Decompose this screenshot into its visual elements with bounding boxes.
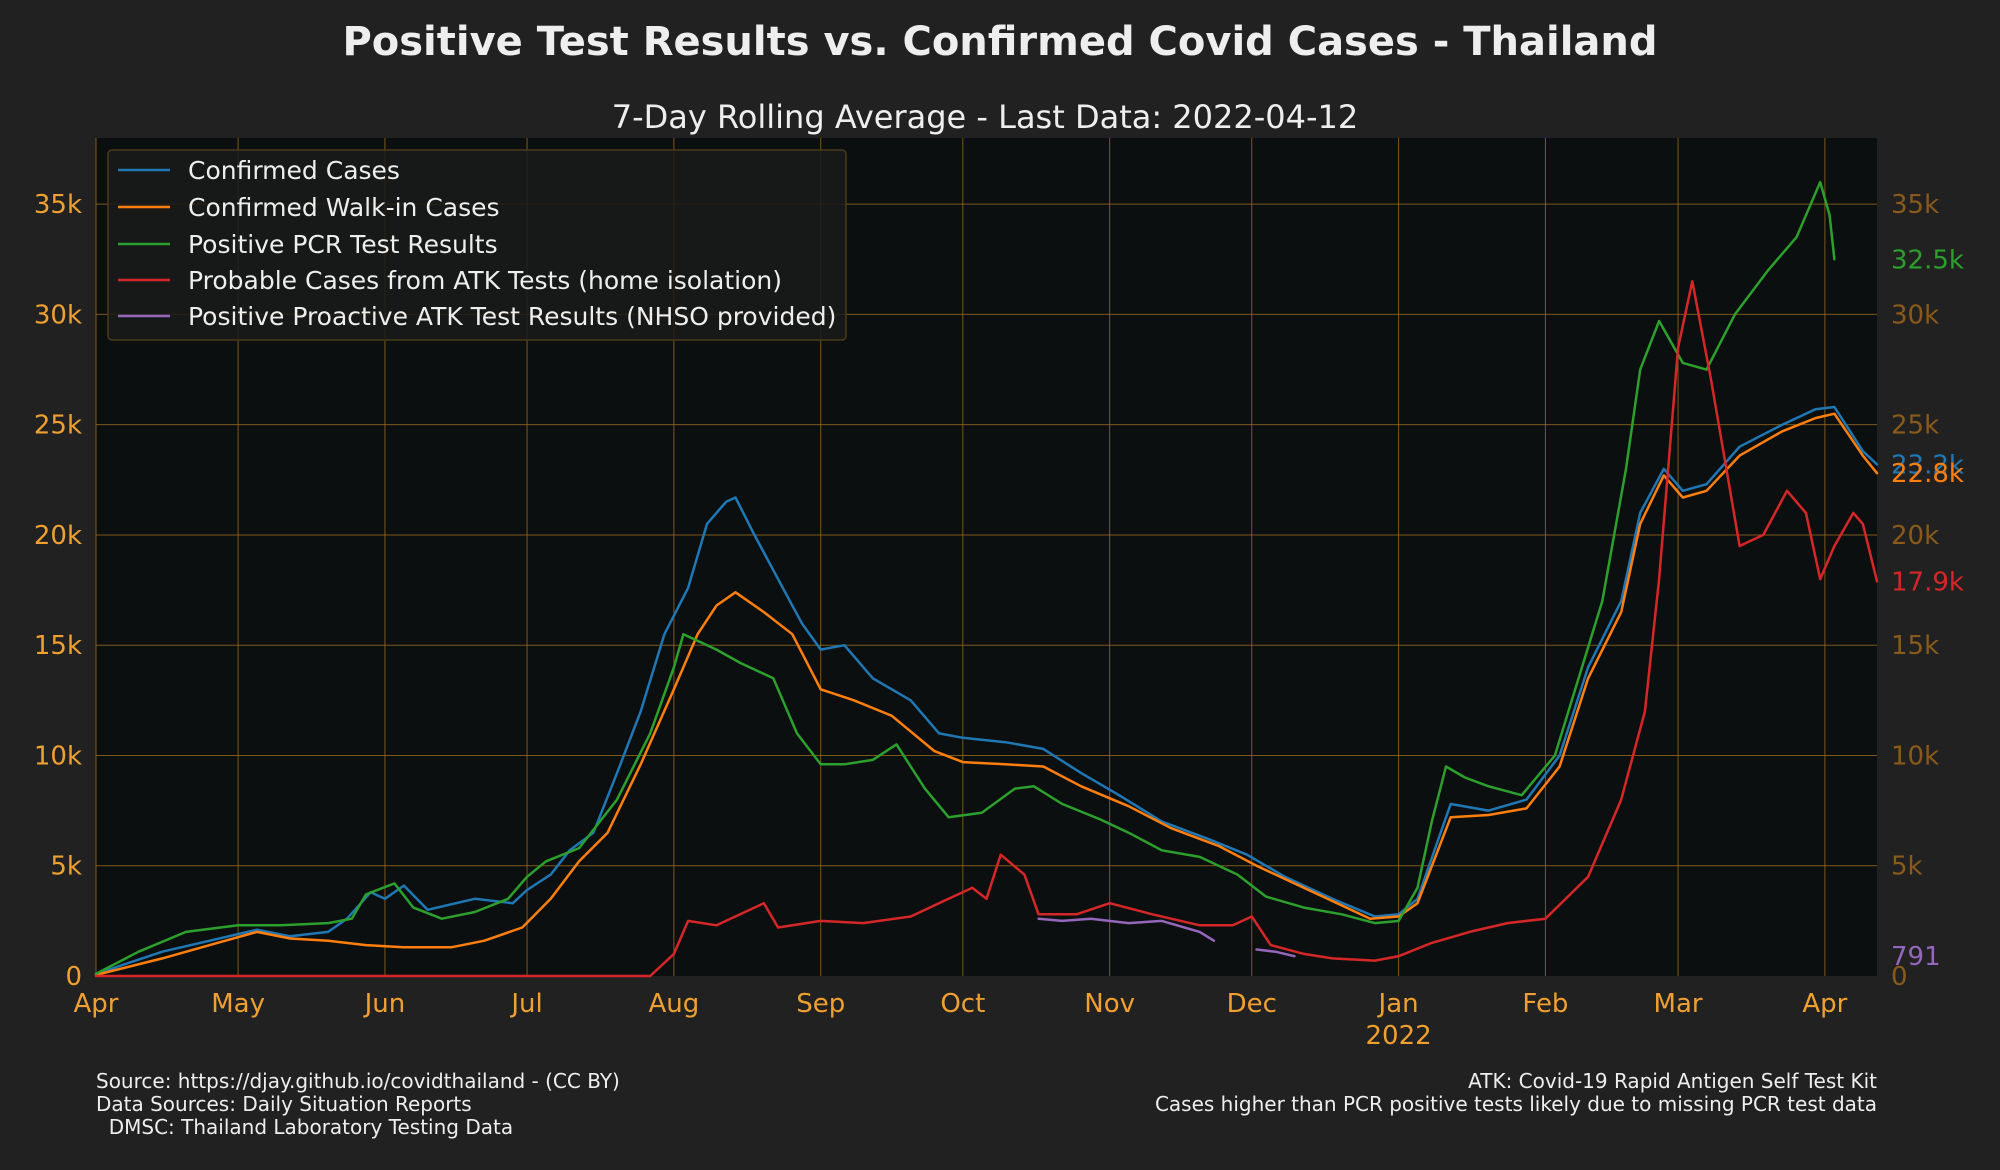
series-end-label: 32.5k: [1891, 245, 1964, 275]
legend-label-walkin: Confirmed Walk-in Cases: [188, 193, 500, 222]
y-tick-label-left: 25k: [34, 411, 82, 441]
legend-label-confirmed: Confirmed Cases: [188, 156, 400, 185]
y-tick-label-left: 35k: [34, 190, 82, 220]
y-tick-label-right: 15k: [1891, 631, 1939, 661]
series-line-1: [94, 412, 1879, 977]
x-tick-label: Jul: [509, 989, 542, 1019]
series-line-3: [94, 280, 1879, 978]
y-tick-label-left: 10k: [34, 741, 82, 771]
series-line-4: [1037, 917, 1296, 958]
series-end-label: 23.2k: [1891, 450, 1964, 480]
y-tick-label-left: 5k: [50, 852, 82, 882]
footer-source: Source: https://djay.github.io/covidthai…: [96, 1069, 620, 1093]
y-tick-label-right: 20k: [1891, 521, 1939, 551]
legend-label-atk-probable: Probable Cases from ATK Tests (home isol…: [188, 266, 782, 295]
series-line-2: [94, 180, 1836, 976]
y-tick-label-right: 0: [1891, 962, 1908, 992]
series-end-label: 791: [1891, 942, 1941, 972]
y-tick-label-right: 25k: [1891, 411, 1939, 441]
footer-dmsc: DMSC: Thailand Laboratory Testing Data: [96, 1115, 513, 1139]
x-tick-label: Nov: [1084, 989, 1135, 1019]
x-tick-label: Oct: [940, 989, 985, 1019]
x-tick-label: Sep: [796, 989, 845, 1019]
x-tick-label: May: [211, 989, 265, 1019]
footer-cases-note: Cases higher than PCR positive tests lik…: [1155, 1092, 1877, 1116]
x-tick-label: Apr: [1802, 989, 1847, 1019]
x-tick-label: Dec: [1227, 989, 1277, 1019]
series-lines: [94, 180, 1879, 978]
x-tick-label: Jan: [1377, 989, 1419, 1019]
footer: Source: https://djay.github.io/covidthai…: [96, 1069, 1877, 1139]
y-tick-label-right: 5k: [1891, 852, 1923, 882]
x-tick-label: Feb: [1522, 989, 1568, 1019]
x-tick-label: Apr: [74, 989, 119, 1019]
y-tick-label-left: 15k: [34, 631, 82, 661]
x-tick-label: Aug: [648, 989, 699, 1019]
y-tick-label-left: 30k: [34, 300, 82, 330]
footer-atk-note: ATK: Covid-19 Rapid Antigen Self Test Ki…: [1468, 1069, 1877, 1093]
y-tick-label-left: 0: [65, 962, 82, 992]
x-tick-label: Jun: [363, 989, 406, 1019]
legend-frame: [107, 149, 847, 341]
x-tick-sublabel: 2022: [1366, 1021, 1432, 1051]
chart-title: Positive Test Results vs. Confirmed Covi…: [342, 19, 1657, 65]
y-tick-label-right: 35k: [1891, 190, 1939, 220]
y-tick-label-left: 20k: [34, 521, 82, 551]
x-tick-label: Mar: [1654, 989, 1703, 1019]
chart-subtitle: 7-Day Rolling Average - Last Data: 2022-…: [612, 98, 1359, 136]
series-line-0: [94, 405, 1879, 976]
series-end-label: 17.9k: [1891, 567, 1964, 597]
y-tick-label-right: 10k: [1891, 741, 1939, 771]
legend-label-pcr: Positive PCR Test Results: [188, 230, 498, 259]
footer-data-sources: Data Sources: Daily Situation Reports: [96, 1092, 472, 1116]
series-end-label: 22.8k: [1891, 459, 1964, 489]
legend-label-atk-proactive: Positive Proactive ATK Test Results (NHS…: [188, 302, 836, 331]
y-tick-label-right: 30k: [1891, 300, 1939, 330]
legend: Confirmed Cases Confirmed Walk-in Cases …: [107, 149, 847, 341]
